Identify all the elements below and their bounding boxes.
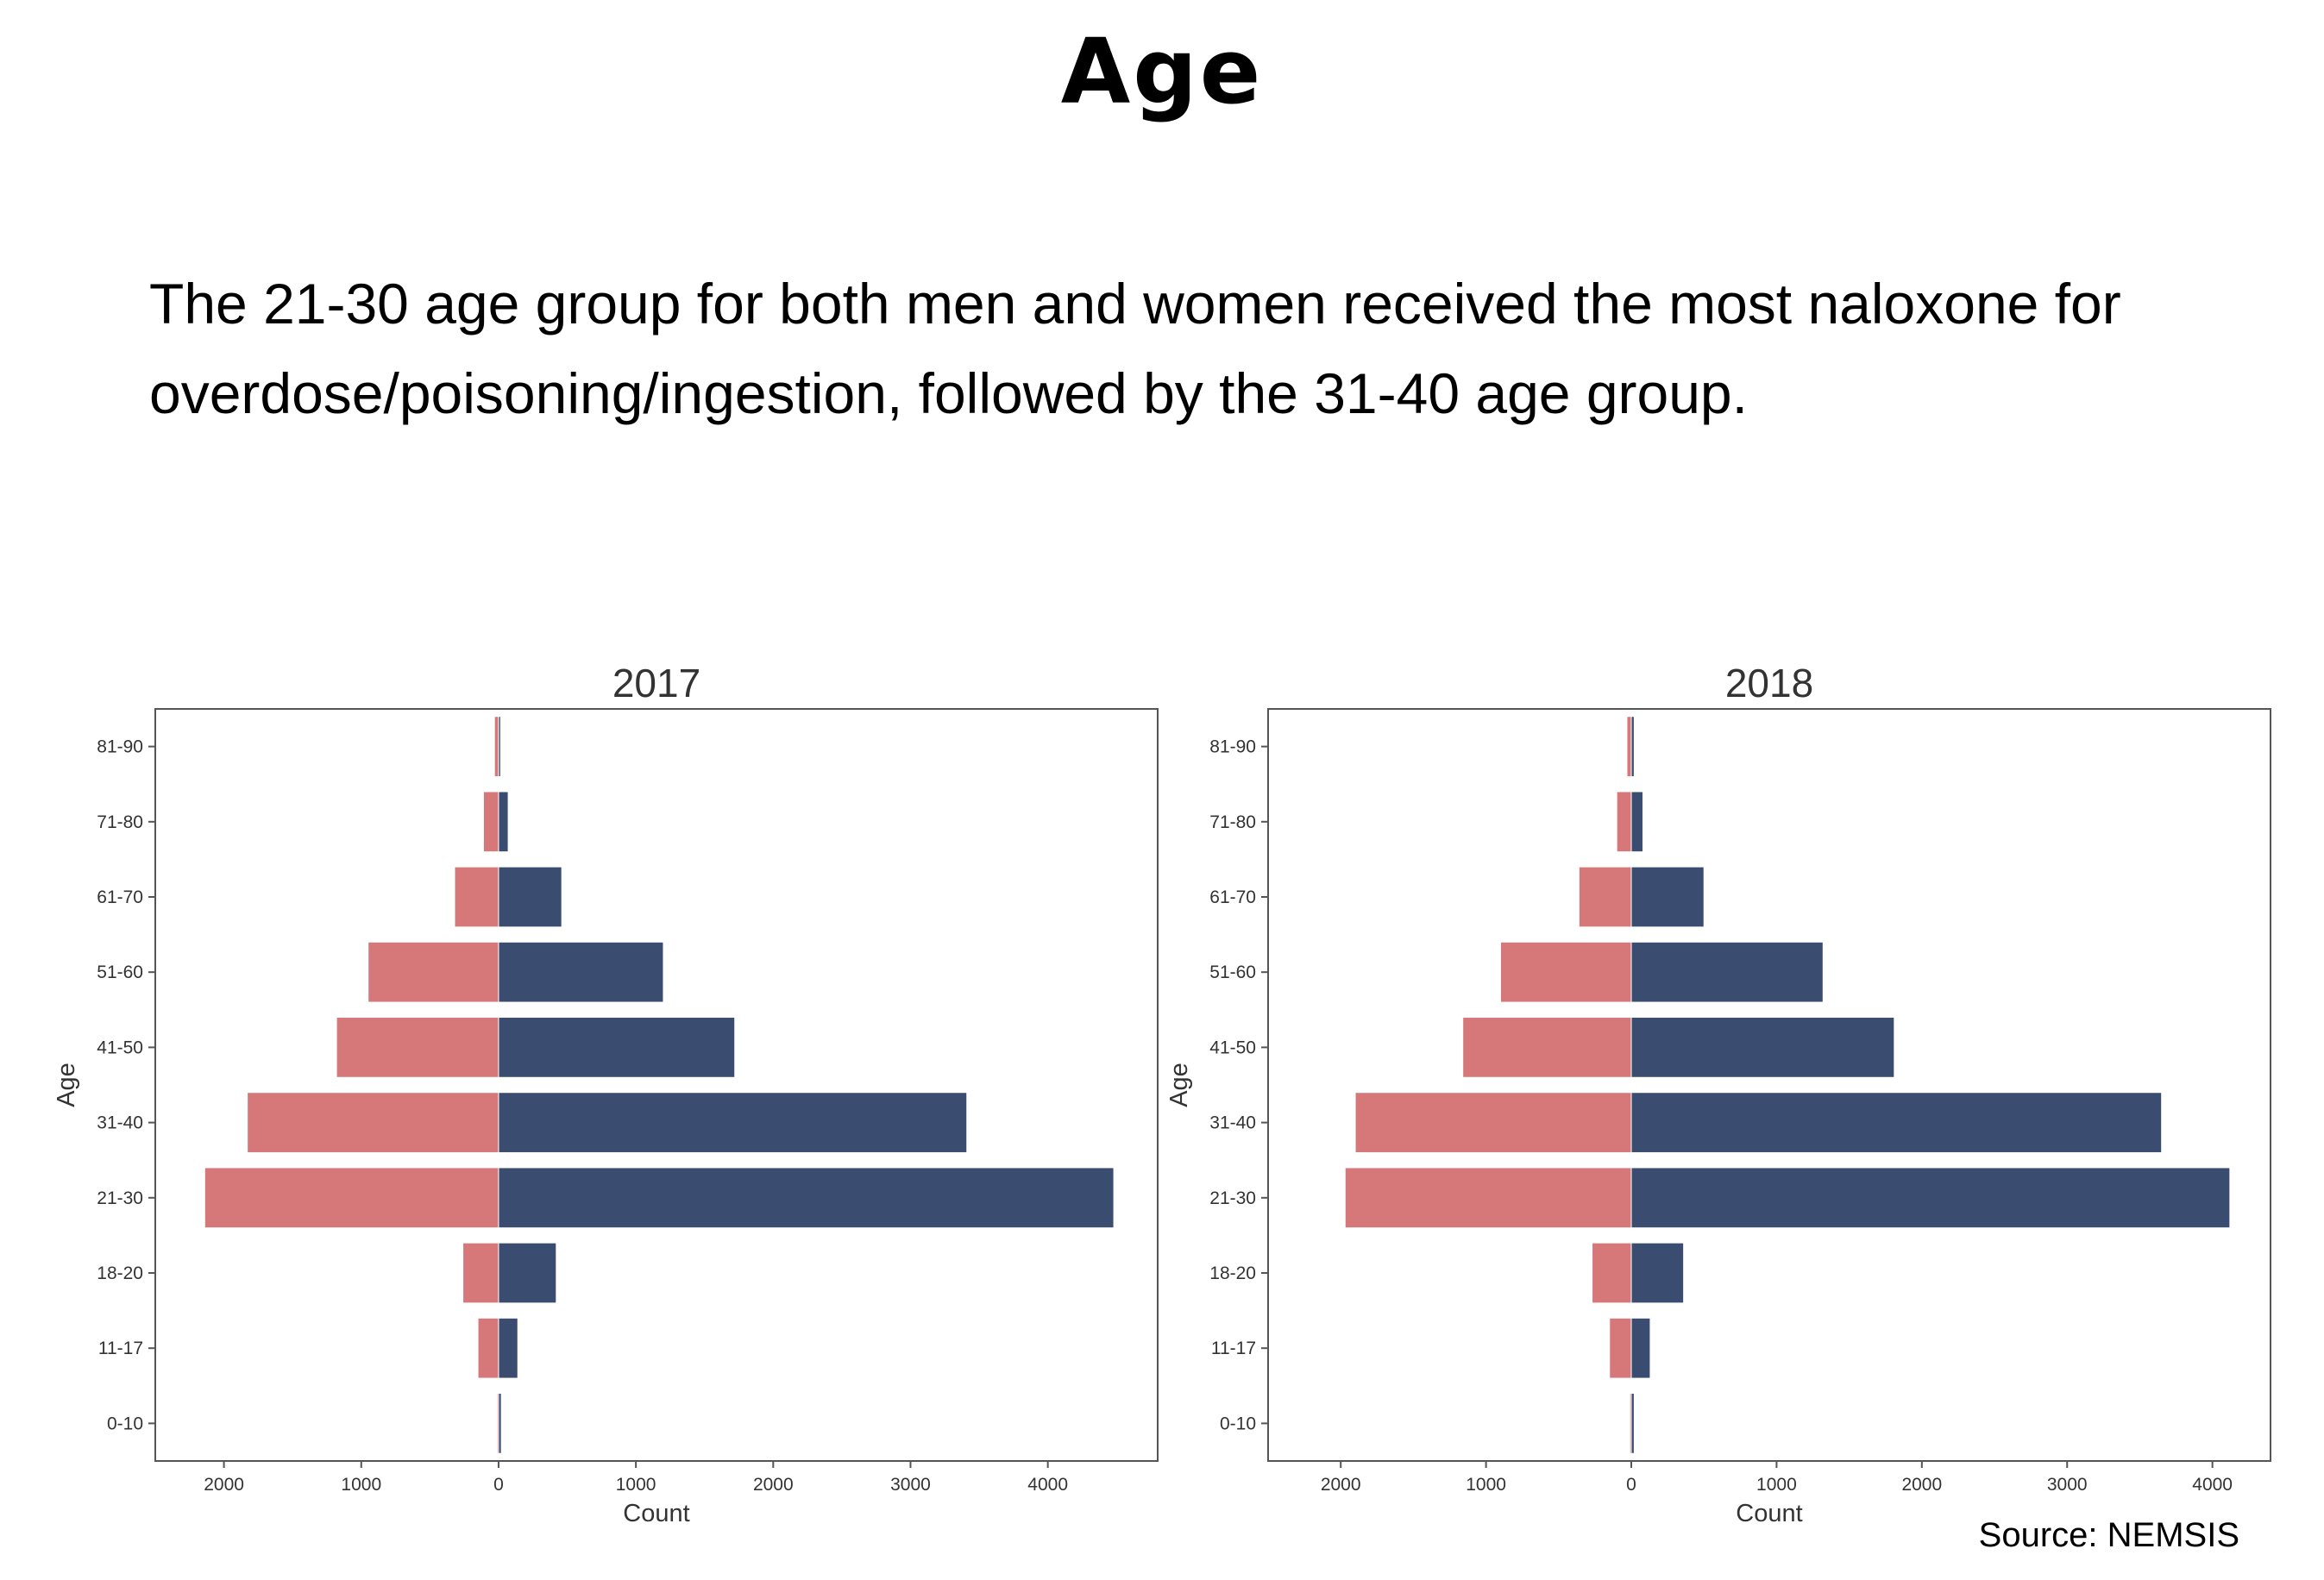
bar-right-11-17 — [498, 1317, 518, 1379]
bar-right-81-90 — [498, 716, 501, 777]
chart-title: 2018 — [1725, 661, 1813, 705]
bar-right-41-50 — [498, 1017, 736, 1078]
x-tick-label: 0 — [1626, 1475, 1636, 1495]
y-tick-label: 81-90 — [1209, 737, 1256, 757]
page-title: Age — [1060, 19, 1264, 124]
x-axis-label: Count — [623, 1500, 689, 1527]
x-tick-label: 1000 — [1756, 1475, 1797, 1495]
bar-right-41-50 — [1630, 1017, 1895, 1078]
x-tick-label: 0 — [493, 1475, 504, 1495]
bar-left-31-40 — [247, 1092, 499, 1153]
bar-right-61-70 — [1630, 866, 1705, 928]
x-tick-label: 2000 — [753, 1475, 794, 1495]
y-tick-label: 11-17 — [98, 1339, 143, 1358]
bar-right-0-10 — [1630, 1393, 1635, 1454]
bar-right-0-10 — [498, 1393, 502, 1454]
y-tick-label: 0-10 — [107, 1414, 143, 1433]
bar-right-11-17 — [1630, 1317, 1651, 1379]
y-tick-label: 18-20 — [97, 1263, 143, 1283]
bar-right-31-40 — [498, 1092, 968, 1153]
y-tick-label: 21-30 — [97, 1188, 143, 1208]
source-note: Source: NEMSIS — [1978, 1516, 2239, 1554]
bar-right-51-60 — [1630, 941, 1824, 1003]
bar-left-21-30 — [1344, 1167, 1632, 1229]
bar-left-41-50 — [336, 1017, 499, 1078]
x-tick-label: 1000 — [1466, 1475, 1506, 1495]
bar-left-81-90 — [493, 716, 499, 777]
y-axis-label: Age — [1165, 1063, 1193, 1107]
y-tick-label: 51-60 — [97, 962, 143, 982]
bar-left-41-50 — [1462, 1017, 1632, 1078]
bar-left-18-20 — [1592, 1242, 1632, 1304]
y-tick-label: 71-80 — [1209, 812, 1256, 832]
y-tick-label: 61-70 — [97, 887, 143, 907]
bar-right-21-30 — [1630, 1167, 2231, 1229]
bar-right-71-80 — [498, 791, 509, 853]
bar-right-61-70 — [498, 866, 562, 928]
bar-left-11-17 — [477, 1317, 499, 1379]
bar-left-11-17 — [1609, 1317, 1632, 1379]
plot-frame — [154, 708, 1159, 1462]
bar-left-71-80 — [482, 791, 499, 853]
bar-left-61-70 — [1578, 866, 1632, 928]
bar-left-61-70 — [454, 866, 499, 928]
y-axis-label: Age — [53, 1063, 80, 1107]
bar-left-51-60 — [1499, 941, 1632, 1003]
chart-title: 2017 — [612, 661, 700, 705]
bar-right-18-20 — [498, 1242, 557, 1304]
x-tick-label: 2000 — [204, 1475, 244, 1495]
y-tick-label: 0-10 — [1220, 1414, 1256, 1433]
y-tick-label: 31-40 — [97, 1113, 143, 1133]
y-tick-label: 18-20 — [1209, 1263, 1256, 1283]
x-axis-label: Count — [1736, 1500, 1802, 1527]
description-text: The 21-30 age group for both men and wom… — [149, 272, 2121, 425]
bar-right-71-80 — [1630, 791, 1643, 853]
bar-right-51-60 — [498, 941, 664, 1003]
bar-left-71-80 — [1616, 791, 1632, 853]
y-tick-label: 51-60 — [1209, 962, 1256, 982]
bar-left-51-60 — [367, 941, 499, 1003]
bar-right-31-40 — [1630, 1092, 2163, 1153]
bar-right-81-90 — [1630, 716, 1635, 777]
bar-left-31-40 — [1354, 1092, 1632, 1153]
chart-2018: 2018 81-90 71-80 61-70 51-60 41-50 31-40 21-30 1… — [1165, 661, 2271, 1527]
x-tick-label: 4000 — [1027, 1475, 1068, 1495]
bar-left-81-90 — [1626, 716, 1632, 777]
y-tick-label: 21-30 — [1209, 1188, 1256, 1208]
bar-right-21-30 — [498, 1167, 1115, 1229]
bar-right-18-20 — [1630, 1242, 1685, 1304]
x-tick-label: 4000 — [2192, 1475, 2233, 1495]
y-tick-label: 41-50 — [1209, 1038, 1256, 1057]
x-tick-label: 1000 — [616, 1475, 656, 1495]
y-tick-label: 11-17 — [1211, 1339, 1256, 1358]
y-tick-label: 61-70 — [1209, 887, 1256, 907]
y-tick-label: 41-50 — [97, 1038, 143, 1057]
y-tick-label: 81-90 — [97, 737, 143, 757]
bar-left-18-20 — [462, 1242, 499, 1304]
plot-frame — [1267, 708, 2271, 1462]
x-tick-label: 1000 — [341, 1475, 381, 1495]
y-tick-label: 71-80 — [97, 812, 143, 832]
chart-2017: 2017 81-90 71-80 61-70 51-60 41-50 31-40 21-30 1… — [53, 661, 1159, 1527]
x-tick-label: 3000 — [890, 1475, 931, 1495]
y-tick-label: 31-40 — [1209, 1113, 1256, 1133]
bar-left-21-30 — [204, 1167, 499, 1229]
x-tick-label: 2000 — [1901, 1475, 1942, 1495]
x-tick-label: 2000 — [1321, 1475, 1361, 1495]
x-tick-label: 3000 — [2047, 1475, 2088, 1495]
